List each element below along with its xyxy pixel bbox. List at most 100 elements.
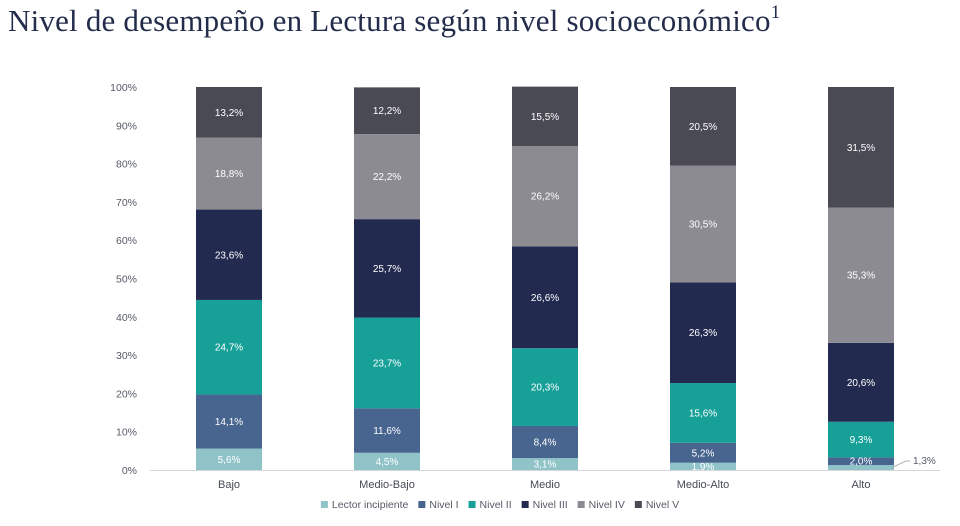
bar-segment [354, 134, 420, 220]
bar-segment [512, 425, 578, 459]
bar-value-label: 26,3% [689, 328, 717, 339]
bar-value-label: 1,9% [692, 462, 715, 473]
legend-swatch [320, 501, 328, 508]
bar-value-label: 9,3% [850, 435, 873, 446]
bar-value-label: 14,1% [215, 417, 243, 428]
bar-value-label: 15,6% [689, 408, 717, 419]
bar-segment [512, 458, 578, 470]
bar-value-label: 35,3% [847, 271, 875, 282]
y-tick-label: 100% [110, 82, 137, 94]
legend-swatch [468, 501, 476, 508]
bar-value-label: 26,2% [531, 192, 559, 203]
bar-segment [828, 457, 894, 466]
legend-item: Nivel V [634, 499, 679, 511]
y-tick-label: 70% [116, 197, 137, 209]
y-tick-label: 60% [116, 235, 137, 247]
y-axis: 0% 10% 20% 30% 40% 50% 60% 70% 80% 90% 100% [110, 82, 137, 477]
bar-segment [670, 87, 736, 166]
bar-segment [670, 462, 736, 470]
bar-value-label: 24,7% [215, 343, 243, 354]
bar-value-label: 2,0% [850, 457, 873, 468]
bar-segment [512, 348, 578, 426]
bar-segment [828, 207, 894, 343]
legend-item: Nivel III [521, 499, 568, 511]
y-tick-label: 20% [116, 388, 137, 400]
legend-swatch [634, 501, 642, 508]
legend-swatch [418, 501, 426, 508]
legend-label: Lector incipiente [332, 499, 409, 511]
bar-segment [354, 408, 420, 453]
bar-segment [670, 165, 736, 283]
legend: Lector incipiente Nivel I Nivel II Nivel II… [320, 499, 679, 511]
bar-value-label: 20,6% [847, 378, 875, 389]
legend-item: Lector incipiente [320, 499, 409, 511]
legend-item: Nivel II [468, 499, 512, 511]
bar-value-label: 13,2% [215, 108, 243, 119]
bar-value-label: 31,5% [847, 143, 875, 154]
bar-segment [196, 209, 262, 300]
bar-segment [354, 219, 420, 318]
bar-value-label: 4,5% [376, 457, 399, 468]
legend-label: Nivel V [646, 499, 679, 511]
legend-label: Nivel II [480, 499, 512, 511]
bar-value-label: 22,2% [373, 172, 401, 183]
y-tick-label: 50% [116, 274, 137, 286]
bar-value-label: 23,7% [373, 358, 401, 369]
bar-stack: 5,6% 14,1% 24,7% 23,6% 18,8% 13,2% [196, 87, 262, 470]
legend-label: Nivel I [429, 499, 458, 511]
bar-stack: 3,1% 8,4% 20,3% 26,6% 26,2% 15,5% [512, 86, 578, 471]
bar-value-label: 15,5% [531, 112, 559, 123]
bar-segment [196, 87, 262, 138]
bar-segment [828, 342, 894, 422]
bar-segment [354, 317, 420, 409]
bar-value-label: 11,6% [373, 426, 401, 437]
callout-leader-line [891, 460, 910, 468]
bar-stack: 2,0% 9,3% 20,6% 35,3% 31,5% [828, 87, 894, 470]
bar-segment [828, 87, 894, 208]
bar-value-label: 30,5% [689, 219, 717, 230]
legend-item: Nivel IV [577, 499, 625, 511]
bar-segment [828, 465, 894, 470]
bar-segment [196, 448, 262, 470]
x-tick-label: Bajo [218, 479, 240, 491]
bar-segment [196, 137, 262, 210]
bar-segment [828, 421, 894, 458]
legend-label: Nivel IV [589, 499, 625, 511]
y-tick-label: 90% [116, 120, 137, 132]
x-tick-label: Medio-Bajo [359, 479, 415, 491]
x-tick-label: Medio [530, 479, 560, 491]
bar-value-label: 20,5% [689, 122, 717, 133]
bar-stack: 1,9% 5,2% 15,6% 26,3% 30,5% 20,5% [670, 87, 736, 473]
bar-stack: 4,5% 11,6% 23,7% 25,7% 22,2% 12,2% [354, 87, 420, 470]
bar-value-label: 5,2% [692, 448, 715, 459]
y-tick-label: 30% [116, 350, 137, 362]
bar-segment [670, 383, 736, 443]
bar-segment [512, 246, 578, 349]
bar-segment [354, 87, 420, 135]
bar-segment [670, 442, 736, 463]
bar-value-label: 20,3% [531, 383, 559, 394]
bar-segment [512, 145, 578, 247]
bar-value-label: 23,6% [215, 250, 243, 261]
x-tick-label: Medio-Alto [677, 479, 730, 491]
y-tick-label: 0% [122, 465, 137, 477]
legend-swatch [521, 501, 529, 508]
bar-segment [196, 394, 262, 449]
bar-value-label: 26,6% [531, 293, 559, 304]
y-tick-label: 80% [116, 159, 137, 171]
bar-segment [196, 299, 262, 395]
y-tick-label: 40% [116, 312, 137, 324]
bar-value-label: 5,6% [218, 455, 241, 466]
chart-title-text: Nivel de desempeño en Lectura según nive… [8, 3, 771, 38]
legend-label: Nivel III [533, 499, 568, 511]
chart-title-footnote-mark: 1 [770, 2, 781, 23]
bar-value-label: 25,7% [373, 264, 401, 275]
y-tick-label: 10% [116, 427, 137, 439]
bar-value-label: 3,1% [534, 460, 557, 471]
legend-swatch [577, 501, 585, 508]
bars: 5,6% 14,1% 24,7% 23,6% 18,8% 13,2% 4,5% 11,6% 23… [196, 86, 894, 473]
bar-value-label: 8,4% [534, 438, 557, 449]
bar-segment [354, 452, 420, 470]
bar-value-label: 12,2% [373, 106, 401, 117]
